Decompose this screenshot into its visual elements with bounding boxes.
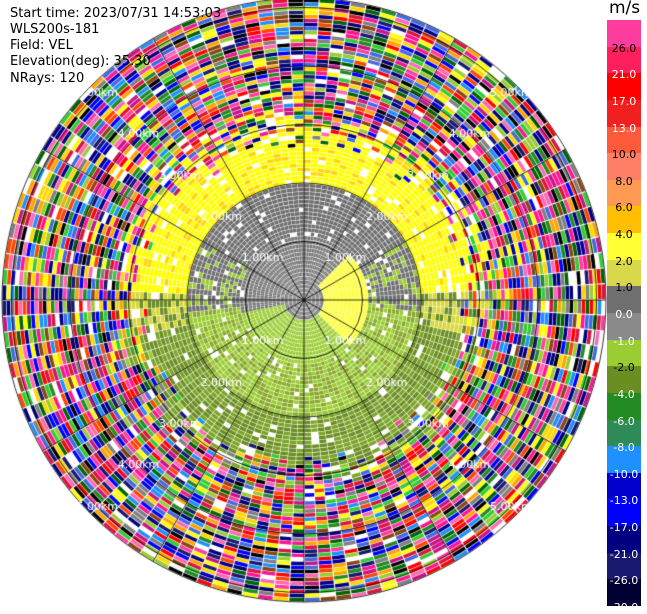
colorbar-tick-label: 2.0 (615, 254, 633, 268)
colorbar-tick-label: 26.0 (611, 41, 637, 55)
nrays-label: NRays: 120 (10, 71, 85, 86)
colorbar: 26.0 21.0 17.0 13.0 10.0 8.0 6.0 4.0 2.0 1.0 0.0 -1… (607, 20, 641, 614)
colorbar-segment (607, 366, 641, 394)
colorbar-tick-label: -26.0 (609, 574, 639, 588)
colorbar-tick-label: -13.0 (609, 494, 639, 508)
colorbar-tick-label: -21.0 (609, 547, 639, 561)
colorbar-tick-label: -10.0 (609, 467, 639, 481)
colorbar-segment (607, 499, 641, 527)
colorbar-tick-label: -30.0 (609, 601, 639, 614)
colorbar-tick-label: -17.0 (609, 521, 639, 535)
colorbar-tick-label: -2.0 (613, 361, 635, 375)
colorbar-segment (607, 126, 641, 154)
colorbar-segment (607, 339, 641, 367)
colorbar-segment (607, 20, 641, 48)
colorbar-segment (607, 46, 641, 74)
colorbar-tick-label: -6.0 (613, 414, 635, 428)
colorbar-tick-label: 17.0 (611, 94, 637, 108)
colorbar-tick-label: 13.0 (611, 121, 637, 135)
colorbar-segment (607, 179, 641, 207)
colorbar-segment (607, 313, 641, 341)
elevation-label: Elevation(deg): 35.30 (10, 54, 151, 69)
colorbar-segment (607, 552, 641, 580)
colorbar-segment (607, 286, 641, 314)
colorbar-tick-label: 8.0 (615, 174, 633, 188)
colorbar-segment (607, 206, 641, 234)
colorbar-segment (607, 446, 641, 474)
colorbar-segment (607, 472, 641, 500)
colorbar-segment (607, 259, 641, 287)
colorbar-tick-label: -8.0 (613, 441, 635, 455)
instrument-label: WLS200s-181 (10, 22, 100, 37)
colorbar-segment (607, 419, 641, 447)
colorbar-unit: m/s (609, 0, 641, 18)
colorbar-segment (607, 233, 641, 261)
colorbar-segment (607, 392, 641, 421)
colorbar-segment (607, 579, 641, 607)
colorbar-segment (607, 73, 641, 101)
colorbar-tick-label: 0.0 (615, 308, 633, 321)
colorbar-tick-label: 10.0 (611, 148, 637, 162)
colorbar-tick-label: -4.0 (613, 387, 635, 401)
colorbar-tick-label: 1.0 (615, 281, 633, 295)
colorbar-tick-label: -1.0 (613, 334, 635, 348)
colorbar-tick-label: 21.0 (611, 68, 637, 82)
colorbar-tick-label: 6.0 (615, 201, 633, 215)
colorbar-segment (607, 99, 641, 128)
colorbar-segment (607, 526, 641, 554)
colorbar-tick-label: 4.0 (615, 228, 633, 242)
colorbar-segment (607, 153, 641, 181)
start-time-label: Start time: 2023/07/31 14:53:03 (10, 6, 222, 21)
field-label: Field: VEL (10, 38, 73, 53)
